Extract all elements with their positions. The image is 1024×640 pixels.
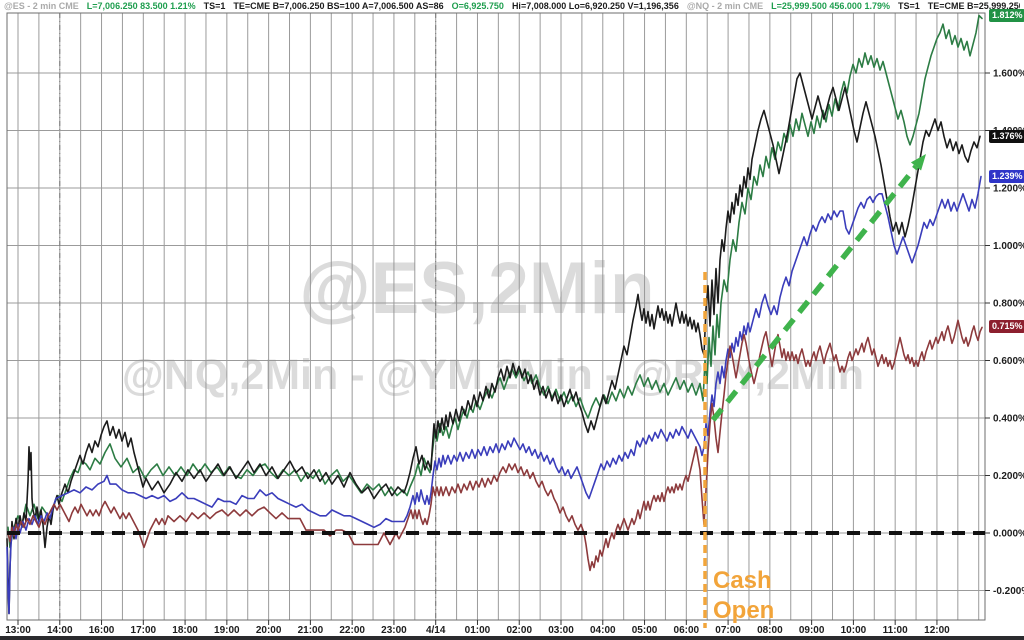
quote-token: O=6,925.750 <box>451 1 504 11</box>
cash-open-word-2: Open <box>713 596 775 624</box>
x-axis-label: 20:00 <box>256 625 282 636</box>
black-line <box>6 72 981 615</box>
x-axis-label: 4/14 <box>426 625 446 636</box>
price-badge: 0.715% <box>989 320 1024 334</box>
y-axis-label: 1.000% <box>993 241 1024 252</box>
price-badge: 1.812% <box>989 9 1024 22</box>
x-axis-label: 14:00 <box>47 625 73 636</box>
x-axis-label: 09:00 <box>799 625 825 636</box>
y-axis-label: 0.000% <box>993 529 1024 540</box>
trend-arrow-head <box>910 154 926 171</box>
x-axis-label: 08:00 <box>757 625 783 636</box>
quote-token: TE=CME B=7,006.250 BS=100 A=7,006.500 AS… <box>233 1 444 11</box>
cash-open-word-1: Cash <box>713 567 772 594</box>
x-axis-label: 22:00 <box>339 625 365 636</box>
bottom-edge-bar <box>0 636 1024 640</box>
y-axis-label: 0.800% <box>993 299 1024 310</box>
y-axis-label: 0.600% <box>993 356 1024 367</box>
x-axis-label: 21:00 <box>298 625 324 636</box>
x-axis-label: 17:00 <box>131 625 157 636</box>
x-axis-label: 04:00 <box>590 625 616 636</box>
watermark-symbols-secondary: @NQ,2Min - @YM,2Min - @RTY,2Min <box>122 351 864 399</box>
chart-annotations <box>7 154 985 628</box>
y-axis-label: 1.600% <box>993 69 1024 80</box>
y-axis-label: -0.200% <box>993 586 1024 597</box>
x-axis-label: 03:00 <box>548 625 574 636</box>
quote-token: L=7,006.250 83.500 1.21% <box>86 1 196 11</box>
x-axis-label: 19:00 <box>214 625 240 636</box>
quote-token: @ES - 2 min CME <box>4 1 79 11</box>
x-axis-label: 23:00 <box>381 625 407 636</box>
x-axis-label: 13:00 <box>5 625 31 636</box>
y-axis-label: 1.200% <box>993 184 1024 195</box>
blue-line <box>6 175 982 615</box>
quote-token: TS=1 <box>203 1 226 11</box>
x-axis-label: 10:00 <box>841 625 867 636</box>
x-axis-label: 16:00 <box>89 625 115 636</box>
x-axis-label: 02:00 <box>506 625 532 636</box>
x-axis-label: 07:00 <box>715 625 741 636</box>
x-axis-label: 11:00 <box>883 625 908 636</box>
quote-token: TS=1 <box>897 1 920 11</box>
x-axis-label: 18:00 <box>172 625 198 636</box>
price-badge: 1.376% <box>989 130 1024 144</box>
cash-open-annotation: Cash Open <box>713 566 774 625</box>
quote-token: TE=CME B=25,999.250 BS=3 A=25,999.750 AS… <box>927 1 1020 11</box>
red-line <box>7 319 983 572</box>
watermark: @ES,2Min @NQ,2Min - @YM,2Min - @RTY,2Min <box>122 248 864 399</box>
price-badge: 1.239% <box>989 169 1024 183</box>
y-axis-label: 0.400% <box>993 414 1024 425</box>
quote-token: Hi=7,008.000 Lo=6,920.250 V=1,196,356 <box>511 1 679 11</box>
price-series-lines <box>6 14 983 615</box>
quote-header: @ES - 2 min CME L=7,006.250 83.500 1.21% T… <box>0 0 1020 13</box>
watermark-symbol-primary: @ES,2Min <box>299 248 654 329</box>
x-axis-label: 12:00 <box>924 625 950 636</box>
x-axis-label: 05:00 <box>632 625 658 636</box>
x-axis-label: 06:00 <box>674 625 700 636</box>
x-axis-label: 01:00 <box>465 625 491 636</box>
quote-token: @NQ - 2 min CME <box>686 1 764 11</box>
green-line <box>7 14 983 549</box>
trend-arrow-shaft <box>710 164 919 422</box>
y-axis-label: 0.200% <box>993 471 1024 482</box>
quote-token: L=25,999.500 456.000 1.79% <box>771 1 890 11</box>
